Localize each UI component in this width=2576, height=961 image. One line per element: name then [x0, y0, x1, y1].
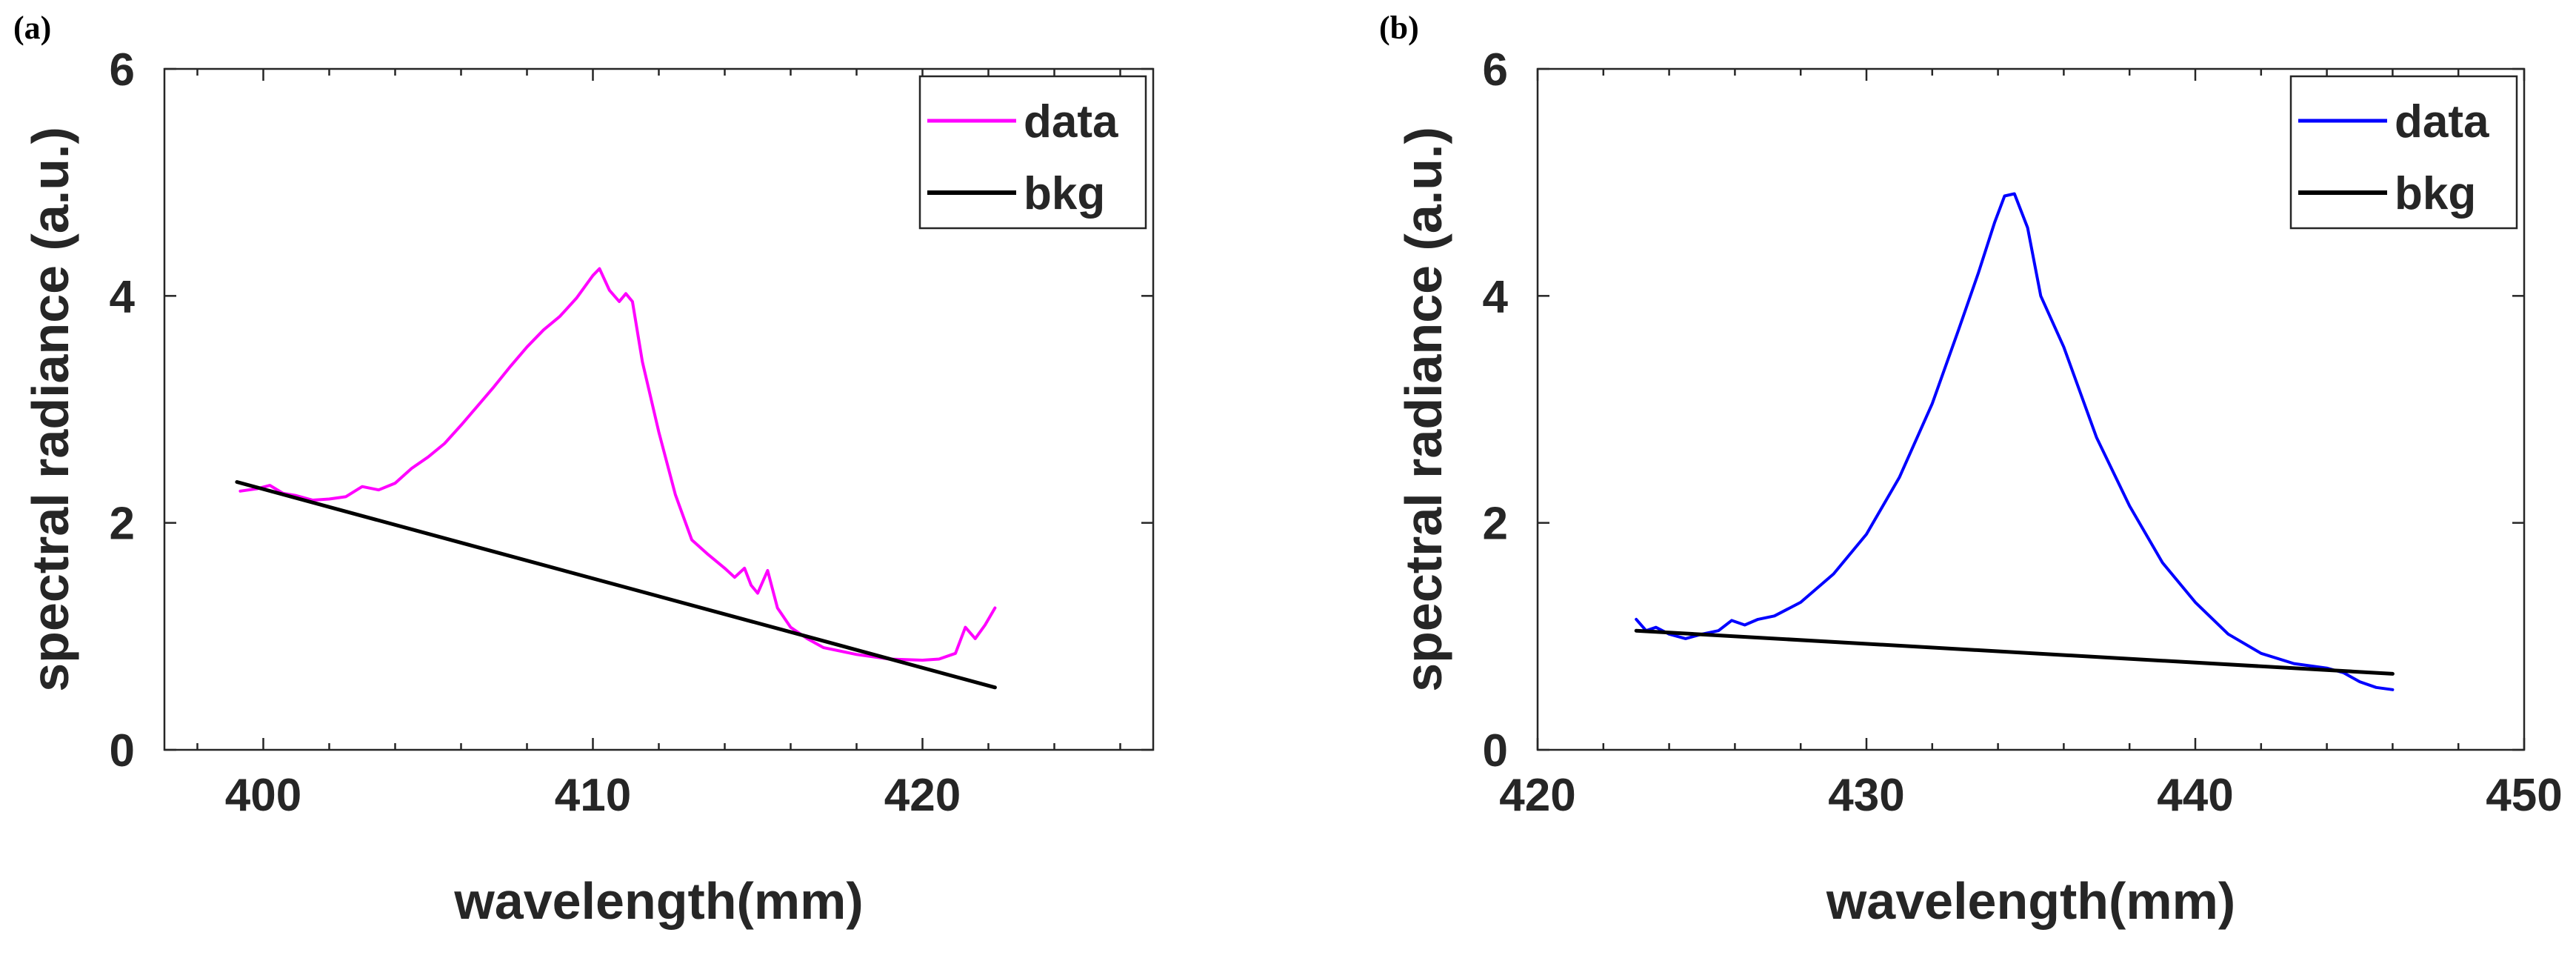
panel-a-x-tick-label: 420 — [884, 770, 961, 821]
panel-a-legend-label-bkg: bkg — [1024, 168, 1105, 219]
panel-b-x-tick-label: 430 — [1828, 770, 1904, 821]
panel-a-panel-label: (a) — [13, 10, 51, 46]
panel-b-y-tick-label: 4 — [1483, 271, 1509, 322]
panel-b-axes-box — [1536, 67, 2526, 751]
panel-b-panel-label: (b) — [1379, 10, 1419, 46]
panel-b-x-axis-label: wavelength(mm) — [1826, 872, 2235, 930]
panel-b-legend-label-data: data — [2395, 96, 2489, 147]
panel-a-series-data-line — [238, 267, 997, 662]
panel-b-y-tick-label: 6 — [1483, 44, 1508, 96]
panel-a-y-tick-label: 4 — [110, 271, 136, 322]
panel-b-y-tick-label: 0 — [1483, 725, 1508, 777]
panel-b-x-tick-label: 440 — [2157, 770, 2233, 821]
panel-a-y-tick-label: 0 — [110, 725, 135, 777]
panel-a-y-axis-label: spectral radiance (a.u.) — [21, 127, 79, 692]
panel-a-x-axis-label: wavelength(mm) — [453, 872, 863, 930]
panel-b-x-tick-label: 450 — [2486, 770, 2562, 821]
panel-a-y-tick-label: 2 — [110, 499, 135, 550]
panel-a-x-tick-label: 410 — [555, 770, 631, 821]
panel-a-x-tick-label: 400 — [225, 770, 301, 821]
panel-b-series-data-line — [1635, 192, 2395, 691]
panel-b-x-tick-label: 420 — [1499, 770, 1575, 821]
panel-a-legend-box — [918, 75, 1147, 230]
panel-a-legend-label-data: data — [1024, 96, 1118, 147]
panel-a-series-bkg-line — [235, 480, 997, 690]
panel-b-series-bkg-line — [1634, 628, 2395, 676]
panel-b-legend-box — [2289, 75, 2518, 230]
panel-a-y-tick-label: 6 — [110, 44, 135, 96]
panel-b-legend-label-bkg: bkg — [2395, 168, 2476, 219]
panel-b-y-tick-label: 2 — [1483, 499, 1508, 550]
panel-b-y-axis-label: spectral radiance (a.u.) — [1395, 127, 1452, 692]
